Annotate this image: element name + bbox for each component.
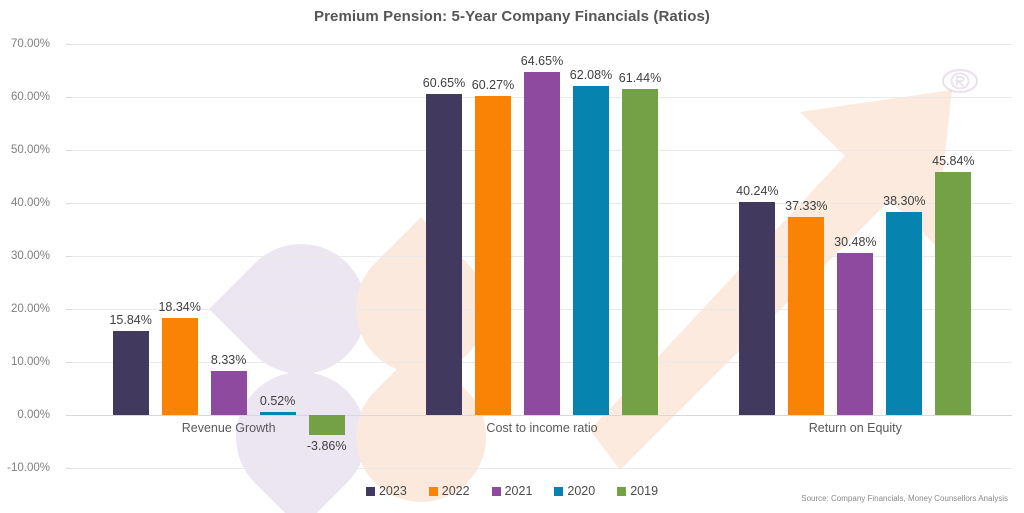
y-axis-tick-label: 0.00%: [17, 409, 50, 421]
bar[interactable]: [837, 253, 874, 415]
bar-value-label: 8.33%: [210, 352, 247, 367]
y-axis-tick-label: 10.00%: [10, 356, 50, 368]
bar[interactable]: [308, 415, 345, 436]
x-axis-category-label: Cost to income ratio: [486, 421, 598, 435]
legend-label: 2022: [441, 484, 470, 498]
legend-swatch-icon: [365, 486, 375, 496]
bar-value-label: 61.44%: [618, 71, 662, 86]
y-axis-tick-mark: [66, 203, 72, 204]
y-axis-tick-label: -10.00%: [7, 462, 50, 474]
bar-value-label: 64.65%: [520, 54, 564, 69]
y-axis-tick-mark: [66, 256, 72, 257]
y-axis-tick-mark: [66, 415, 72, 416]
bar[interactable]: [739, 201, 776, 415]
legend-item[interactable]: 2023: [365, 484, 407, 498]
y-axis-tick-mark: [66, 97, 72, 98]
bar-value-label: 62.08%: [569, 67, 613, 82]
bar-value-label: 37.33%: [785, 199, 828, 214]
bar-value-label: 60.27%: [471, 77, 515, 92]
y-axis-tick-label: 60.00%: [10, 91, 50, 103]
bar-value-label: 30.48%: [834, 235, 877, 250]
gridline: [72, 415, 1012, 416]
bar[interactable]: [886, 212, 923, 415]
bar[interactable]: [935, 172, 972, 415]
chart-legend: 2023 2022 2021 2020 2019: [0, 484, 1024, 498]
bar-value-label: 45.84%: [932, 154, 975, 169]
legend-label: 2020: [567, 484, 596, 498]
y-axis-tick-label: 20.00%: [10, 303, 50, 315]
legend-swatch-icon: [554, 486, 564, 496]
bar[interactable]: [112, 331, 149, 415]
y-axis-tick-mark: [66, 362, 72, 363]
bar-value-label: 40.24%: [736, 183, 779, 198]
bar-value-label: 38.30%: [883, 194, 926, 208]
y-axis-tick-mark: [66, 44, 72, 45]
bar[interactable]: [161, 317, 198, 415]
x-axis-category-label: Return on Equity: [808, 421, 902, 435]
legend-item[interactable]: 2021: [491, 484, 533, 498]
legend-swatch-icon: [491, 486, 501, 496]
bar-value-label: 18.34%: [158, 299, 201, 314]
bar-value-label: 0.52%: [259, 394, 296, 409]
y-axis-tick-label: 50.00%: [10, 144, 50, 156]
source-note: Source: Company Financials, Money Counse…: [801, 494, 1008, 503]
chart-title: Premium Pension: 5-Year Company Financia…: [313, 8, 711, 25]
legend-label: 2023: [378, 484, 407, 498]
bar[interactable]: [426, 93, 462, 415]
y-axis-tick-label: 40.00%: [10, 197, 50, 209]
y-axis-tick-mark: [66, 150, 72, 151]
x-axis-category-label: Revenue Growth: [181, 421, 276, 435]
bar[interactable]: [210, 370, 247, 415]
bar-value-label: 60.65%: [422, 75, 466, 90]
legend-item[interactable]: 2019: [617, 484, 658, 498]
y-axis-tick-label: 70.00%: [10, 38, 50, 50]
legend-swatch-icon: [617, 486, 627, 496]
legend-label: 2021: [504, 484, 533, 498]
y-axis-tick-mark: [66, 309, 72, 310]
bar[interactable]: [475, 95, 511, 415]
legend-swatch-icon: [428, 486, 438, 496]
y-axis-tick-mark: [66, 468, 72, 469]
bar[interactable]: [259, 412, 296, 415]
bar[interactable]: [573, 85, 609, 415]
bar[interactable]: [524, 72, 560, 415]
gridline: [72, 468, 1012, 469]
bar[interactable]: [788, 217, 825, 415]
legend-item[interactable]: 2022: [428, 484, 470, 498]
gridline: [72, 44, 1012, 45]
bar[interactable]: [622, 89, 658, 415]
legend-label: 2019: [630, 484, 659, 498]
bar-value-label: 15.84%: [109, 313, 152, 328]
bar-value-label: -3.86%: [306, 439, 347, 454]
plot-area: 70.00% 60.00% 50.00% 40.00% 30.00% 20.00% 10.0…: [7, 38, 1012, 474]
legend-item[interactable]: 2020: [554, 484, 595, 498]
y-axis-tick-label: 30.00%: [10, 250, 50, 262]
